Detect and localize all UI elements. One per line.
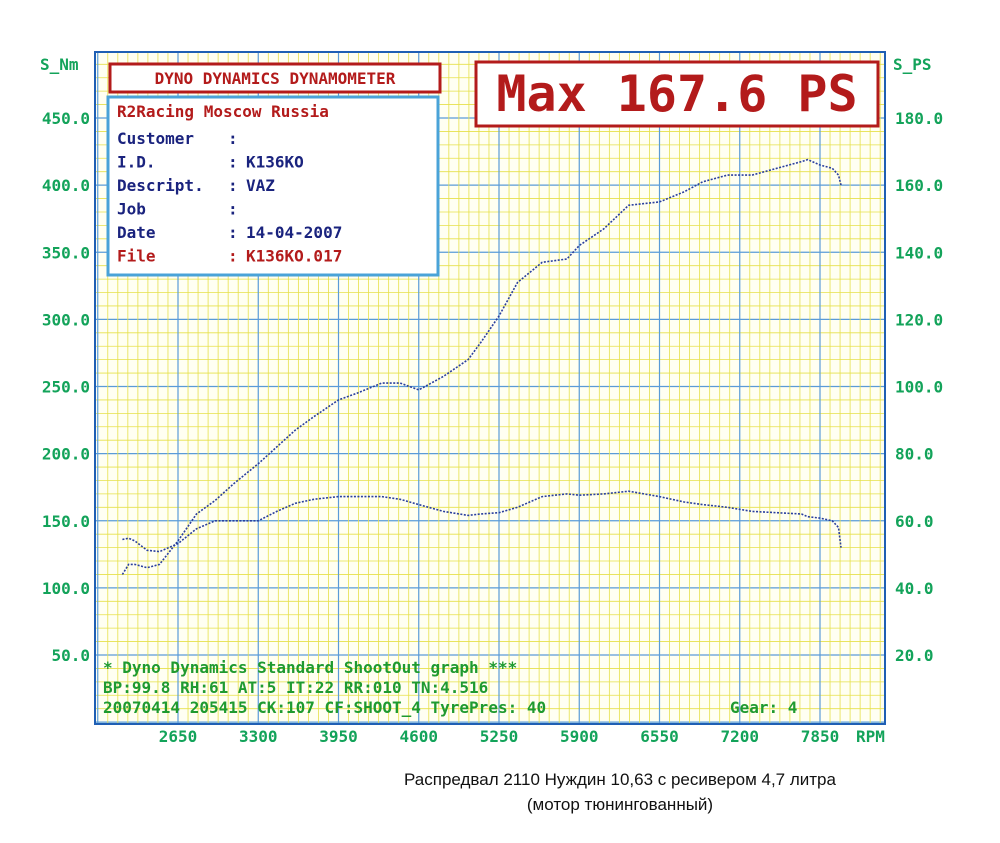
y-left-tick-label: 50.0 — [51, 646, 90, 665]
y-left-tick-label: 400.0 — [42, 176, 90, 195]
footer-line-3: 20070414 205415 CK:107 CF:SHOOT_4 TyrePr… — [103, 698, 546, 717]
y-left-tick-label: 350.0 — [42, 243, 90, 262]
x-tick-label: 4600 — [399, 727, 438, 746]
footer-line-1: * Dyno Dynamics Standard ShootOut graph … — [103, 658, 517, 677]
info-rows: Customer: I.D.: K136KO Descript.: VAZ Job: Dat… — [117, 129, 342, 266]
x-axis-unit: RPM — [856, 727, 885, 746]
curves — [121, 158, 842, 575]
y-right-tick-label: 120.0 — [895, 310, 943, 329]
info-value: 14-04-2007 — [246, 223, 342, 242]
info-key: Customer — [117, 129, 194, 148]
info-separator: : — [228, 200, 238, 219]
info-key: I.D. — [117, 153, 156, 172]
power-curve — [121, 158, 842, 575]
y-right-tick-label: 20.0 — [895, 646, 934, 665]
info-separator: : — [228, 176, 238, 195]
info-separator: : — [228, 129, 238, 148]
max-power-label: Max 167.6 PS — [496, 65, 857, 123]
grid — [95, 52, 885, 724]
x-tick-label: 3300 — [239, 727, 278, 746]
torque-curve — [122, 490, 842, 553]
x-tick-label: 3950 — [319, 727, 358, 746]
x-tick-label: 5900 — [560, 727, 599, 746]
caption-line-2: (мотор тюнингованный) — [526, 795, 714, 814]
info-value: VAZ — [246, 176, 275, 195]
info-key: Date — [117, 223, 156, 242]
y-right-tick-label: 100.0 — [895, 378, 943, 397]
info-separator: : — [228, 247, 238, 266]
y-left-tick-label: 200.0 — [42, 445, 90, 464]
y-right-tick-labels: 20.0 40.0 60.0 80.0 100.0 120.0 140.0 160.0 180.… — [895, 109, 943, 665]
y-left-tick-label: 150.0 — [42, 512, 90, 531]
plot-frame — [94, 51, 886, 725]
y-left-tick-labels: 50.0 100.0 150.0 200.0 250.0 300.0 350.0 400.0 4… — [42, 109, 90, 665]
x-tick-label: 7200 — [720, 727, 759, 746]
info-key: Job — [117, 200, 146, 219]
info-value: K136KO — [246, 153, 304, 172]
x-tick-label: 7850 — [801, 727, 840, 746]
y-left-tick-label: 250.0 — [42, 378, 90, 397]
y-left-tick-label: 300.0 — [42, 310, 90, 329]
y-left-axis-label: S_Nm — [40, 55, 79, 74]
caption-line-1: Распредвал 2110 Нуждин 10,63 с ресивером… — [404, 770, 836, 789]
y-left-tick-label: 450.0 — [42, 109, 90, 128]
y-right-tick-label: 60.0 — [895, 512, 934, 531]
info-separator: : — [228, 223, 238, 242]
x-tick-label: 5250 — [480, 727, 519, 746]
y-right-tick-label: 180.0 — [895, 109, 943, 128]
brand-title: DYNO DYNAMICS DYNAMOMETER — [155, 69, 396, 88]
info-key: File — [117, 247, 156, 266]
y-right-tick-label: 140.0 — [895, 243, 943, 262]
x-tick-label: 6550 — [640, 727, 679, 746]
x-tick-labels: 2650 3300 3950 4600 5250 5900 6550 7200 7850 — [159, 727, 840, 746]
info-value: K136KO.017 — [246, 247, 342, 266]
x-tick-label: 2650 — [159, 727, 198, 746]
gear-label: Gear: 4 — [730, 698, 797, 717]
max-box — [474, 60, 880, 128]
footer-line-2: BP:99.8 RH:61 AT:5 IT:22 RR:010 TN:4.516 — [103, 678, 488, 697]
y-right-tick-label: 80.0 — [895, 445, 934, 464]
info-key: Descript. — [117, 176, 204, 195]
y-left-tick-label: 100.0 — [42, 579, 90, 598]
y-right-axis-label: S_PS — [893, 55, 932, 74]
brand-box — [108, 62, 442, 94]
info-box — [106, 95, 440, 277]
y-right-tick-label: 40.0 — [895, 579, 934, 598]
shop-name: R2Racing Moscow Russia — [117, 102, 329, 121]
y-right-tick-label: 160.0 — [895, 176, 943, 195]
info-separator: : — [228, 153, 238, 172]
